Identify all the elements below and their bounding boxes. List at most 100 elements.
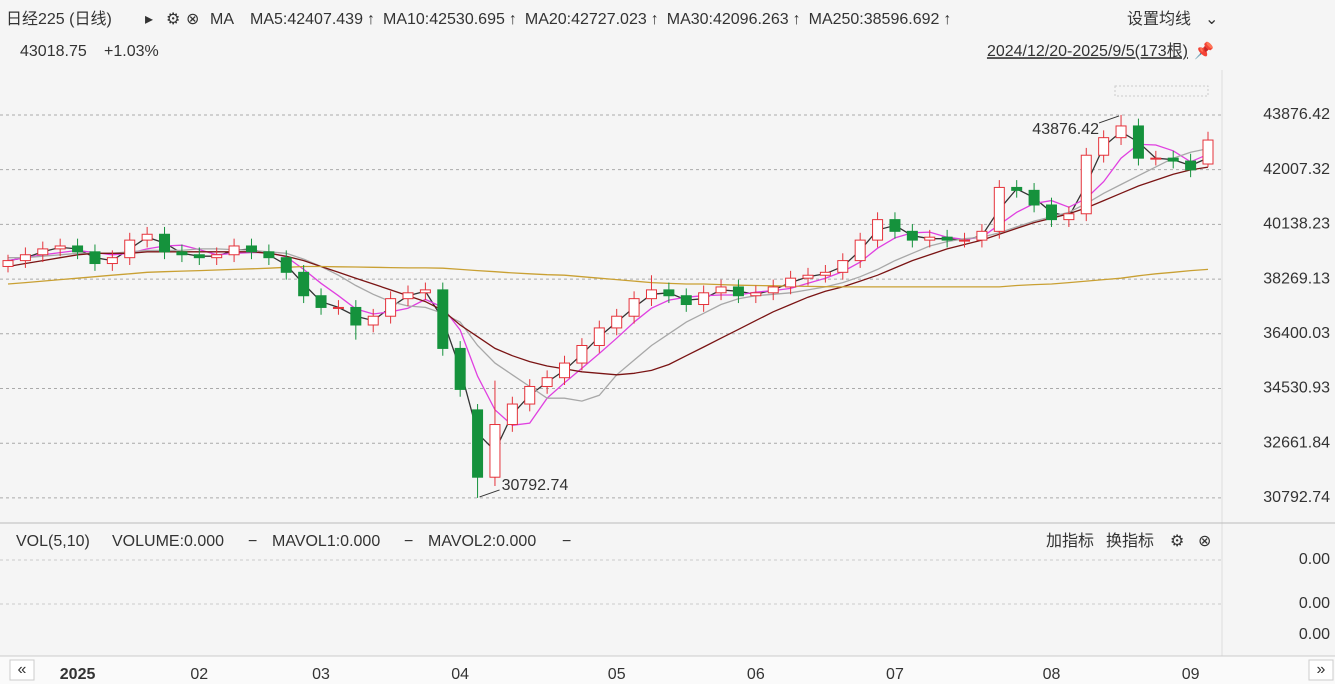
candle-body [541,377,553,387]
expand-icon[interactable]: ▸ [145,11,153,28]
x-tick-label: 06 [747,666,765,683]
time-bar [0,656,1335,684]
scroll-left[interactable] [9,659,35,681]
switch-indicator[interactable]: 换指标 [1106,532,1154,550]
candle-body [419,289,431,294]
volume-title: VOL(5,10) [16,533,90,550]
legend-arrow: ↑ [651,11,659,28]
candle-body [280,257,292,273]
y-tick-label: 32661.84 [1263,434,1330,451]
legend-arrow: ↑ [509,11,517,28]
candle-body [176,251,188,256]
close-icon[interactable]: ⊗ [186,11,199,28]
candle-body [628,298,640,317]
ma-line [7,265,1209,288]
candle-body [193,254,205,259]
dropdown-icon[interactable]: ⌄ [1205,11,1218,28]
candle-body [489,424,501,478]
x-tick-label: 02 [190,666,208,683]
ma-line [8,147,1209,402]
low-annotation: 30792.74 [502,477,569,494]
price: 43018.75 [20,43,87,60]
annotation-arrow [1098,115,1120,124]
candle-body [1028,189,1040,206]
legend-entry: MA20:42727.023 [525,11,647,28]
x-tick-label: 03 [312,666,330,683]
candle-body [1115,125,1127,139]
settings-button[interactable]: 设置均线 [1127,10,1191,28]
ma-line [7,166,1209,376]
legend-entry: MA5:42407.439 [250,11,363,28]
change: +1.03% [104,43,159,60]
candle-body [332,306,344,309]
y-tick-label: 42007.32 [1263,161,1330,178]
dash: − [562,533,571,550]
candle-body [159,233,171,253]
candle-body [19,254,31,262]
candle-body [645,289,657,300]
candle-body [454,347,466,390]
candle-body [1045,204,1057,221]
header: 日经225 (日线) ▸ ⚙ ⊗ MA 设置均线 ⌄ 43018.75 +1.0… [6,10,1218,97]
range-slider[interactable] [1114,85,1209,97]
candle-body [767,286,779,294]
candle-body [263,251,275,259]
x-tick-label: 2025 [60,666,96,683]
candle-body [350,306,362,326]
settings-icon[interactable]: ⚙ [1170,533,1184,550]
candle-body [663,289,675,297]
candle-body [1150,157,1162,160]
x-tick-label: 05 [608,666,626,683]
x-tick-label: 08 [1043,666,1061,683]
indicator-name: MA [210,11,234,28]
mavol1: MAVOL1:0.000 [272,533,380,550]
candle-body [715,286,727,294]
candle-body [1011,186,1023,191]
candle-body [506,403,518,426]
candle-body [680,295,692,306]
candle-body [228,245,240,256]
legend-entry: MA10:42530.695 [383,11,505,28]
candle-body [402,292,414,300]
candle-body [524,385,536,405]
settings-icon[interactable]: ⚙ [166,11,180,28]
candle-body [941,236,953,241]
volume-tick-label: 0.00 [1299,626,1330,643]
date-range[interactable]: 2024/12/20-2025/9/5(173根) [987,42,1188,60]
candle-body [385,298,397,317]
pin-icon[interactable]: 📌 [1194,41,1214,60]
candle-body [1185,160,1197,171]
scroll-right[interactable] [1308,659,1334,681]
candle-body [819,271,831,276]
y-tick-label: 38269.13 [1263,270,1330,287]
y-tick-label: 43876.42 [1263,106,1330,123]
candle-body [837,260,849,273]
candle-body [211,254,223,259]
candle-body [72,245,84,253]
candle-body [959,239,971,242]
high-annotation: 43876.42 [1032,121,1099,138]
candle-body [802,274,814,279]
candle-body [124,239,136,259]
candle-body [106,257,118,265]
close-icon[interactable]: ⊗ [1198,533,1211,550]
scroll-left-icon[interactable]: « [18,661,27,678]
dash: − [248,533,257,550]
candle-body [315,295,327,308]
candle-body [924,236,936,241]
y-tick-label: 34530.93 [1263,380,1330,397]
mavol2: MAVOL2:0.000 [428,533,536,550]
volume-panel: VOL(5,10) VOLUME:0.000 − MAVOL1:0.000 − … [0,532,1330,643]
volume-tick-label: 0.00 [1299,595,1330,612]
scroll-right-icon[interactable]: » [1317,661,1326,678]
candle-body [559,362,571,379]
candle-body [1132,125,1144,159]
candle-body [89,251,101,265]
add-indicator[interactable]: 加指标 [1046,532,1094,550]
y-tick-label: 30792.74 [1263,489,1330,506]
candle-body [732,286,744,297]
candle-body [245,245,257,253]
candle-body [611,315,623,329]
legend-entry: MA250:38596.692 [809,11,940,28]
